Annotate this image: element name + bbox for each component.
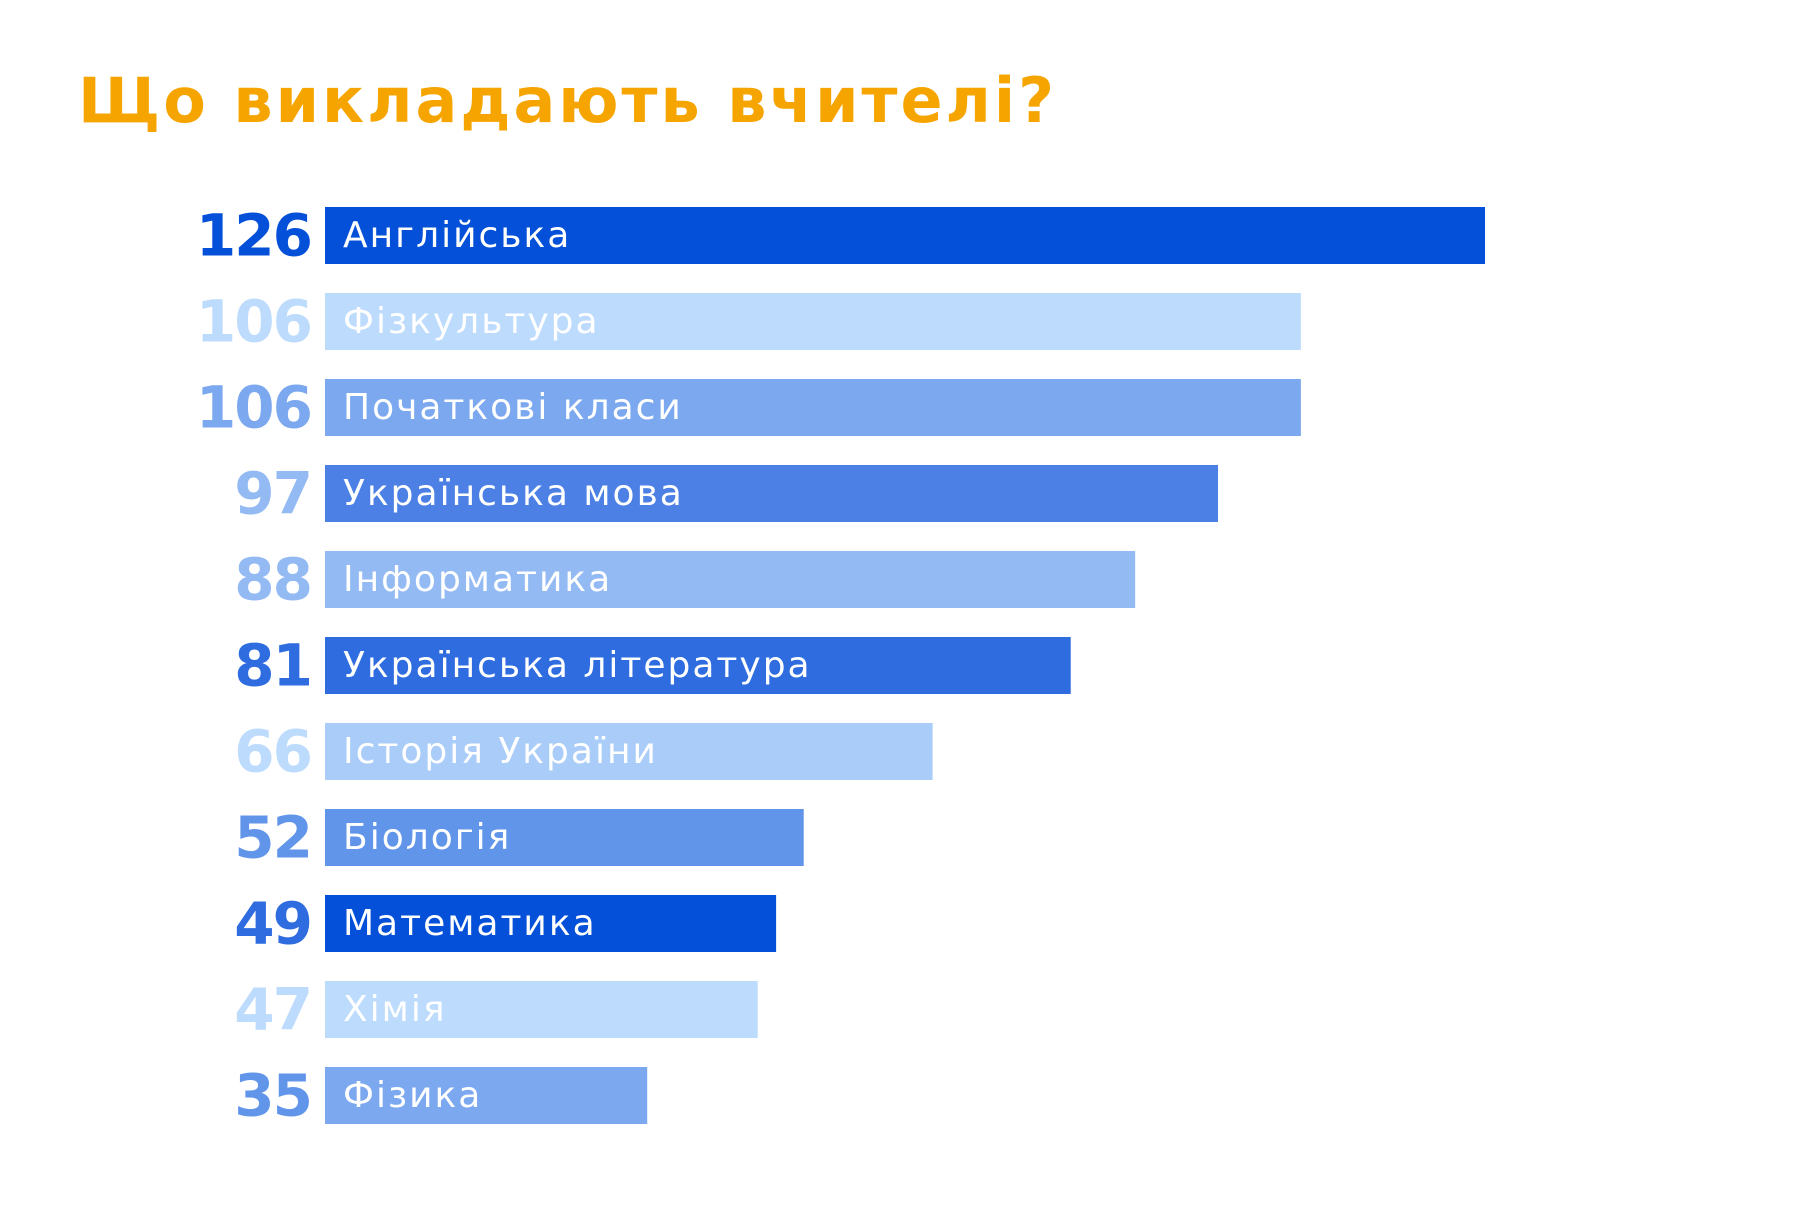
bar: [325, 379, 1301, 436]
value-label: 49: [234, 890, 311, 958]
bar: [325, 723, 933, 780]
value-label: 88: [234, 546, 311, 614]
value-label: 47: [234, 976, 311, 1044]
chart-title: Що викладають вчителі?: [78, 64, 1058, 137]
bar-row: 81 Українська література: [234, 632, 1071, 700]
bar: [325, 981, 758, 1038]
value-label: 97: [234, 460, 311, 528]
value-label: 106: [196, 374, 311, 442]
category-label: Хімія: [343, 989, 446, 1030]
bar-row: 97 Українська мова: [234, 460, 1219, 528]
category-label: Фізика: [343, 1075, 482, 1116]
value-label: 106: [196, 288, 311, 356]
value-label: 52: [234, 804, 311, 872]
bar-row: 88 Інформатика: [234, 546, 1136, 614]
bar: [325, 809, 804, 866]
bar: [325, 1067, 648, 1124]
bar-row: 52 Біологія: [234, 804, 804, 872]
category-label: Інформатика: [343, 559, 612, 600]
category-label: Фізкультура: [343, 301, 600, 342]
bar-row: 49 Математика: [234, 890, 777, 958]
category-label: Біологія: [343, 817, 511, 858]
bar-row: 66 Історія України: [234, 718, 933, 786]
bar-row: 126 Англійська: [196, 202, 1485, 270]
bar: [325, 293, 1301, 350]
bar-row: 47 Хімія: [234, 976, 758, 1044]
bar: [325, 551, 1136, 608]
value-label: 35: [234, 1062, 311, 1130]
bar-row: 106 Фізкультура: [196, 288, 1301, 356]
category-label: Математика: [343, 903, 597, 944]
bars-layer: 126 Англійська 106 Фізкультура 106 Початкові …: [196, 202, 1485, 1130]
bar: [325, 207, 1485, 264]
bar-row: 35 Фізика: [234, 1062, 648, 1130]
bar: [325, 465, 1219, 522]
category-label: Українська мова: [343, 473, 684, 514]
bar-row: 106 Початкові класи: [196, 374, 1301, 442]
bar: [325, 895, 777, 952]
category-label: Початкові класи: [343, 387, 683, 428]
value-label: 66: [234, 718, 311, 786]
category-label: Українська література: [343, 645, 812, 686]
value-label: 81: [234, 632, 311, 700]
bar: [325, 637, 1071, 694]
category-label: Англійська: [343, 215, 571, 256]
category-label: Історія України: [343, 731, 658, 772]
value-label: 126: [196, 202, 311, 270]
